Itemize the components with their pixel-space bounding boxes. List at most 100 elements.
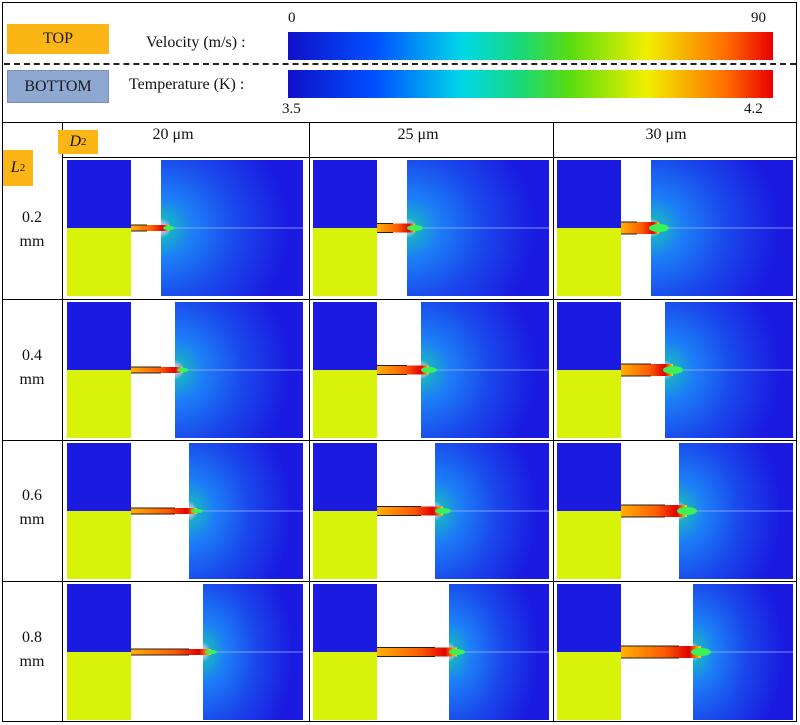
row-label-value: 0.2 bbox=[22, 209, 42, 226]
row-label-0.6mm: 0.6 mm bbox=[4, 484, 60, 532]
legend-separator bbox=[2, 122, 797, 123]
inlet-velocity-region bbox=[557, 443, 621, 511]
row-label-0.4mm: 0.4 mm bbox=[4, 344, 60, 392]
row-label-unit: mm bbox=[19, 653, 45, 670]
simulation-panel-r3-c0 bbox=[67, 584, 303, 720]
temperature-colorbar bbox=[288, 70, 773, 98]
nozzle-jet bbox=[131, 649, 211, 655]
velocity-label: Velocity (m/s) : bbox=[146, 34, 246, 51]
jet-tip-glow bbox=[177, 368, 189, 372]
nozzle-jet bbox=[377, 506, 443, 516]
row-label-value: 0.4 bbox=[22, 347, 42, 364]
jet-tip-glow bbox=[191, 509, 203, 513]
column-parameter-subscript: 2 bbox=[81, 136, 87, 148]
nozzle-jet bbox=[621, 364, 673, 376]
nozzle-jet bbox=[131, 508, 197, 514]
inlet-velocity-region bbox=[313, 584, 377, 652]
inlet-velocity-region bbox=[313, 160, 377, 228]
inlet-temperature-region bbox=[313, 652, 377, 720]
nozzle-jet bbox=[621, 505, 687, 517]
row-parameter-symbol: L bbox=[10, 159, 20, 176]
simulation-panel-r1-c1 bbox=[313, 302, 549, 438]
simulation-panel-r1-c2 bbox=[557, 302, 793, 438]
nozzle-jet bbox=[377, 365, 429, 375]
inlet-temperature-region bbox=[313, 511, 377, 579]
simulation-panel-r0-c1 bbox=[313, 160, 549, 296]
column-header-30um: 30 μm bbox=[645, 126, 687, 143]
jet-tip-glow bbox=[663, 366, 683, 374]
column-header-20um: 20 μm bbox=[152, 126, 194, 143]
inlet-velocity-region bbox=[557, 584, 621, 652]
jet-tip-glow bbox=[691, 648, 711, 656]
nozzle-jet bbox=[621, 646, 701, 658]
row-label-0.2mm: 0.2 mm bbox=[4, 206, 60, 254]
nozzle-jet bbox=[621, 222, 659, 234]
row-divider-3 bbox=[2, 581, 797, 582]
nozzle-jet bbox=[131, 225, 169, 231]
nozzle-jet bbox=[131, 367, 183, 373]
inlet-velocity-region bbox=[67, 584, 131, 652]
row-divider-1 bbox=[2, 299, 797, 300]
jet-tip-glow bbox=[677, 507, 697, 515]
simulation-panel-r2-c0 bbox=[67, 443, 303, 579]
simulation-panel-r2-c2 bbox=[557, 443, 793, 579]
header-row-divider bbox=[62, 157, 797, 158]
inlet-velocity-region bbox=[557, 302, 621, 370]
top-bottom-divider bbox=[4, 63, 796, 65]
column-divider-1 bbox=[309, 122, 310, 722]
inlet-velocity-region bbox=[67, 302, 131, 370]
velocity-max-tick: 90 bbox=[751, 10, 766, 26]
inlet-temperature-region bbox=[67, 511, 131, 579]
simulation-panel-r0-c2 bbox=[557, 160, 793, 296]
jet-tip-glow bbox=[421, 367, 437, 373]
row-label-unit: mm bbox=[19, 233, 45, 250]
temperature-label: Temperature (K) : bbox=[129, 76, 245, 93]
column-header-25um: 25 μm bbox=[397, 126, 439, 143]
column-parameter-symbol: D bbox=[69, 133, 82, 150]
jet-tip-glow bbox=[205, 650, 217, 654]
top-tag: TOP bbox=[7, 24, 109, 54]
jet-tip-glow bbox=[449, 649, 465, 655]
nozzle-jet bbox=[377, 223, 415, 233]
inlet-temperature-region bbox=[557, 511, 621, 579]
inlet-temperature-region bbox=[67, 652, 131, 720]
inlet-temperature-region bbox=[67, 228, 131, 296]
simulation-panel-r0-c0 bbox=[67, 160, 303, 296]
row-divider-2 bbox=[2, 440, 797, 441]
nozzle-jet bbox=[377, 647, 457, 657]
temperature-min-tick: 3.5 bbox=[282, 101, 301, 117]
inlet-velocity-region bbox=[313, 443, 377, 511]
inlet-temperature-region bbox=[67, 370, 131, 438]
velocity-min-tick: 0 bbox=[288, 10, 296, 26]
row-label-0.8mm: 0.8 mm bbox=[4, 626, 60, 674]
row-label-unit: mm bbox=[19, 371, 45, 388]
inlet-velocity-region bbox=[67, 443, 131, 511]
jet-tip-glow bbox=[649, 224, 669, 232]
simulation-panel-r3-c1 bbox=[313, 584, 549, 720]
temperature-max-tick: 4.2 bbox=[744, 101, 763, 117]
inlet-velocity-region bbox=[313, 302, 377, 370]
column-divider-2 bbox=[553, 122, 554, 722]
velocity-colorbar bbox=[288, 32, 773, 60]
row-label-value: 0.8 bbox=[22, 629, 42, 646]
inlet-temperature-region bbox=[557, 228, 621, 296]
jet-tip-glow bbox=[407, 225, 423, 231]
row-label-unit: mm bbox=[19, 511, 45, 528]
jet-tip-glow bbox=[435, 508, 451, 514]
inlet-temperature-region bbox=[313, 370, 377, 438]
inlet-velocity-region bbox=[67, 160, 131, 228]
jet-tip-glow bbox=[163, 226, 175, 230]
inlet-temperature-region bbox=[557, 652, 621, 720]
simulation-panel-r1-c0 bbox=[67, 302, 303, 438]
row-parameter-subscript: 2 bbox=[19, 162, 26, 174]
inlet-temperature-region bbox=[557, 370, 621, 438]
inlet-temperature-region bbox=[313, 228, 377, 296]
row-label-divider bbox=[62, 122, 63, 722]
inlet-velocity-region bbox=[557, 160, 621, 228]
simulation-panel-r3-c2 bbox=[557, 584, 793, 720]
simulation-panel-r2-c1 bbox=[313, 443, 549, 579]
row-label-value: 0.6 bbox=[22, 487, 42, 504]
